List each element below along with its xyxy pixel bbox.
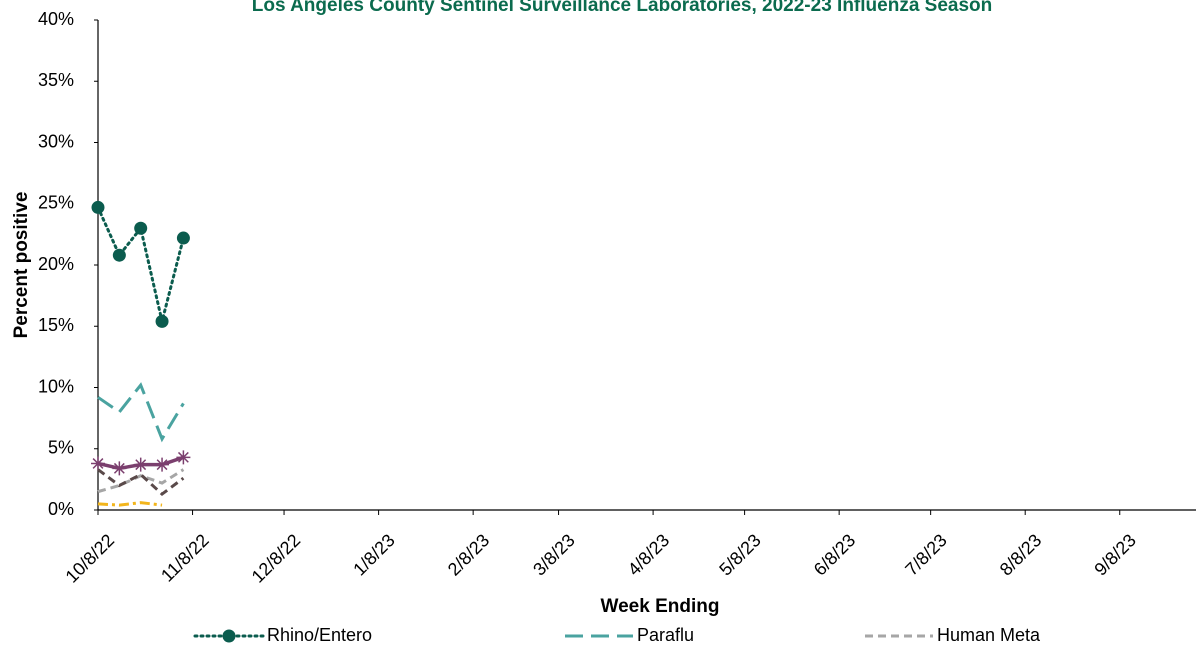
point (134, 221, 148, 235)
x-tick-label: 8/8/23 (996, 530, 1046, 580)
point (176, 231, 190, 245)
legend-label: Paraflu (637, 625, 694, 645)
point (91, 200, 105, 214)
y-tick-label: 25% (38, 193, 74, 213)
legend-label: Human Meta (937, 625, 1041, 645)
x-tick-label: 10/8/22 (62, 530, 119, 587)
series-line (97, 468, 185, 494)
series-line (97, 501, 163, 507)
point (112, 461, 127, 476)
series-line (97, 382, 185, 443)
point (112, 248, 126, 262)
x-tick-label: 1/8/23 (349, 530, 399, 580)
x-tick-label: 7/8/23 (901, 530, 951, 580)
y-tick-label: 5% (48, 438, 74, 458)
y-tick-label: 0% (48, 499, 74, 519)
x-tick-label: 6/8/23 (810, 530, 860, 580)
legend-marker (222, 629, 236, 643)
y-tick-label: 35% (38, 70, 74, 90)
point (155, 457, 170, 472)
x-tick-label: 9/8/23 (1090, 530, 1140, 580)
y-tick-label: 20% (38, 254, 74, 274)
y-tick-label: 40% (38, 9, 74, 29)
y-tick-label: 10% (38, 376, 74, 396)
y-tick-label: 15% (38, 315, 74, 335)
point (155, 314, 169, 328)
chart-title: Los Angeles County Sentinel Surveillance… (252, 0, 993, 16)
y-axis-title: Percent positive (11, 192, 32, 339)
x-tick-label: 4/8/23 (624, 530, 674, 580)
x-tick-label: 2/8/23 (444, 530, 494, 580)
point (91, 456, 105, 471)
x-tick-label: 3/8/23 (529, 530, 579, 580)
legend-label: Rhino/Entero (267, 625, 372, 645)
point (133, 457, 148, 472)
x-tick-label: 12/8/22 (248, 530, 305, 587)
y-tick-label: 30% (38, 131, 74, 151)
x-axis-title: Week Ending (601, 596, 720, 617)
series-line (97, 468, 185, 497)
point (176, 450, 191, 465)
x-tick-label: 11/8/22 (157, 530, 213, 586)
x-tick-label: 5/8/23 (715, 530, 765, 580)
